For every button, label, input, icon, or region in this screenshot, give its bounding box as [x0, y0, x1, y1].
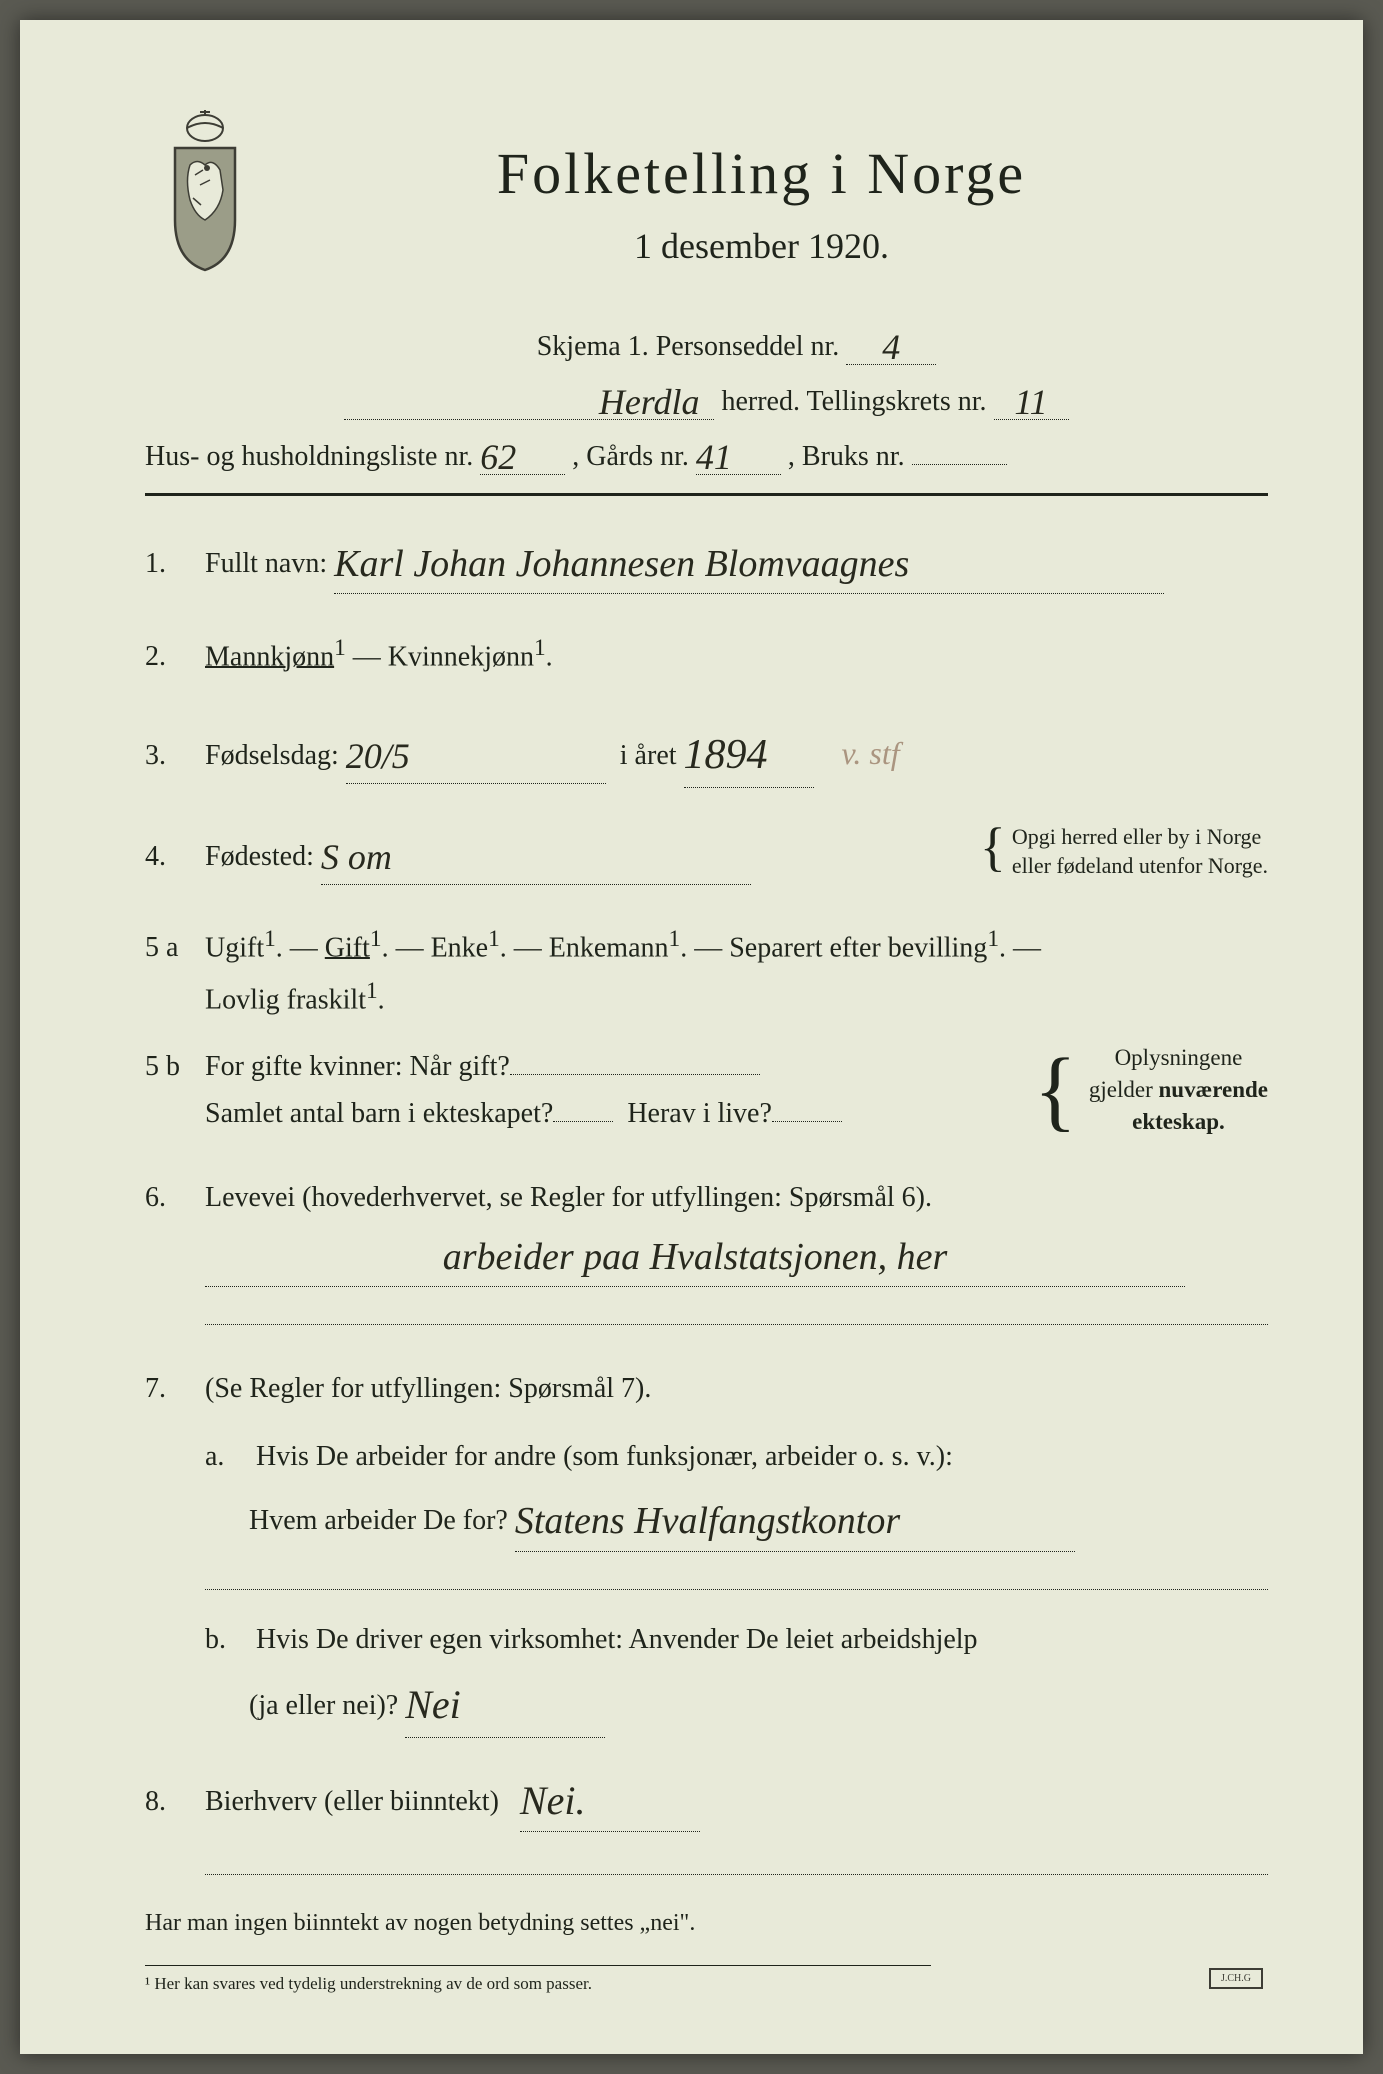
- hus-label-c: , Bruks nr.: [788, 441, 905, 472]
- q7b-letter: b.: [205, 1615, 249, 1665]
- q8-value: Nei.: [520, 1778, 586, 1823]
- herred-name: Herdla: [599, 382, 700, 422]
- gards-nr: 41: [696, 437, 732, 477]
- footer-note: Har man ingen biinntekt av nogen betydni…: [145, 1910, 1268, 1937]
- hus-label-a: Hus- og husholdningsliste nr.: [145, 441, 473, 472]
- q8-num: 8.: [145, 1778, 205, 1826]
- q6-label: Levevei (hovederhvervet, se Regler for u…: [205, 1182, 932, 1213]
- q1-num: 1.: [145, 540, 205, 588]
- form-header: Folketelling i Norge 1 desember 1920.: [145, 140, 1268, 267]
- q5b: 5 b For gifte kvinner: Når gift? Samlet …: [145, 1042, 1268, 1139]
- q5a-num: 5 a: [145, 924, 205, 972]
- q6-num: 6.: [145, 1174, 205, 1222]
- q7: 7. (Se Regler for utfyllingen: Spørsmål …: [145, 1365, 1268, 1413]
- q7a-line2: Hvem arbeider De for?: [249, 1505, 508, 1536]
- q7a-line1: Hvis De arbeider for andre (som funksjon…: [256, 1441, 953, 1472]
- q1-value: Karl Johan Johannesen Blomvaagnes: [334, 543, 909, 585]
- q2-kvinne: Kvinnekjønn: [388, 641, 534, 672]
- q7b: b. Hvis De driver egen virksomhet: Anven…: [205, 1615, 1268, 1738]
- q3-label-a: Fødselsdag:: [205, 740, 339, 771]
- q5b-note: Oplysningene gjelder nuværende ekteskap.: [1089, 1042, 1268, 1139]
- q7a: a. Hvis De arbeider for andre (som funks…: [205, 1432, 1268, 1590]
- herred-row: Herdla herred. Tellingskrets nr. 11: [145, 377, 1268, 420]
- q7b-line2: (ja eller nei)?: [249, 1690, 398, 1721]
- q8-extra-line: [205, 1847, 1268, 1875]
- q7a-extra-line: [205, 1562, 1268, 1590]
- q5b-num: 5 b: [145, 1043, 205, 1091]
- bracket-icon: {: [974, 823, 1012, 872]
- divider: [145, 493, 1268, 496]
- hus-row: Hus- og husholdningsliste nr. 62 , Gårds…: [145, 432, 1268, 475]
- bracket-icon: {: [1022, 1059, 1089, 1122]
- schema-row: Skjema 1. Personseddel nr. 4: [205, 322, 1268, 365]
- q2: 2. Mannkjønn1 — Kvinnekjønn1.: [145, 629, 1268, 681]
- q4-note: Opgi herred eller by i Norge eller fødel…: [1012, 823, 1268, 880]
- census-form: Folketelling i Norge 1 desember 1920. Sk…: [20, 20, 1363, 2054]
- q6: 6. Levevei (hovederhvervet, se Regler fo…: [145, 1174, 1268, 1287]
- q5b-label-c: Herav i live?: [627, 1098, 772, 1129]
- q7a-value: Statens Hvalfangstkontor: [515, 1500, 900, 1542]
- q3-pencil-note: v. stf: [842, 735, 900, 771]
- q1-label: Fullt navn:: [205, 548, 327, 579]
- q7-label: (Se Regler for utfyllingen: Spørsmål 7).: [205, 1365, 1268, 1413]
- husliste-nr: 62: [480, 437, 516, 477]
- footnote: ¹ Her kan svares ved tydelig understrekn…: [145, 1965, 931, 1994]
- q7-num: 7.: [145, 1365, 205, 1413]
- q4-value: S om: [321, 837, 392, 877]
- tellingskrets-nr: 11: [1014, 382, 1047, 422]
- q3-label-b: i året: [620, 740, 677, 771]
- q7b-line1: Hvis De driver egen virksomhet: Anvender…: [256, 1624, 978, 1655]
- coat-of-arms-icon: [145, 110, 265, 275]
- q4: 4. Fødested: S om { Opgi herred eller by…: [145, 823, 1268, 885]
- schema-label: Skjema 1. Personseddel nr.: [537, 331, 840, 362]
- q6-extra-line: [205, 1297, 1268, 1325]
- q5a: 5 a Ugift1. — Gift1. — Enke1. — Enkemann…: [145, 920, 1268, 1024]
- q8-label: Bierhverv (eller biinntekt): [205, 1786, 499, 1817]
- q1: 1. Fullt navn: Karl Johan Johannesen Blo…: [145, 528, 1268, 594]
- q3-year: 1894: [684, 732, 768, 778]
- q6-value: arbeider paa Hvalstatsjonen, her: [443, 1236, 948, 1278]
- form-title: Folketelling i Norge: [255, 140, 1268, 207]
- personseddel-nr: 4: [882, 327, 900, 367]
- form-date: 1 desember 1920.: [255, 225, 1268, 267]
- q7b-value: Nei: [405, 1682, 461, 1727]
- q4-label: Fødested:: [205, 841, 314, 872]
- q5b-label-a: For gifte kvinner: Når gift?: [205, 1051, 510, 1082]
- herred-label: herred. Tellingskrets nr.: [721, 386, 986, 417]
- q4-num: 4.: [145, 833, 205, 881]
- q8: 8. Bierhverv (eller biinntekt) Nei.: [145, 1763, 1268, 1832]
- q5b-label-b: Samlet antal barn i ekteskapet?: [205, 1098, 553, 1129]
- printer-stamp: J.CH.G: [1209, 1968, 1263, 1989]
- q2-mann: Mannkjønn: [205, 641, 334, 672]
- q3-day: 20/5: [346, 736, 410, 776]
- hus-label-b: , Gårds nr.: [572, 441, 689, 472]
- q3: 3. Fødselsdag: 20/5 i året 1894 v. stf: [145, 716, 1268, 788]
- q3-num: 3.: [145, 732, 205, 780]
- q2-num: 2.: [145, 633, 205, 681]
- q7a-letter: a.: [205, 1432, 249, 1482]
